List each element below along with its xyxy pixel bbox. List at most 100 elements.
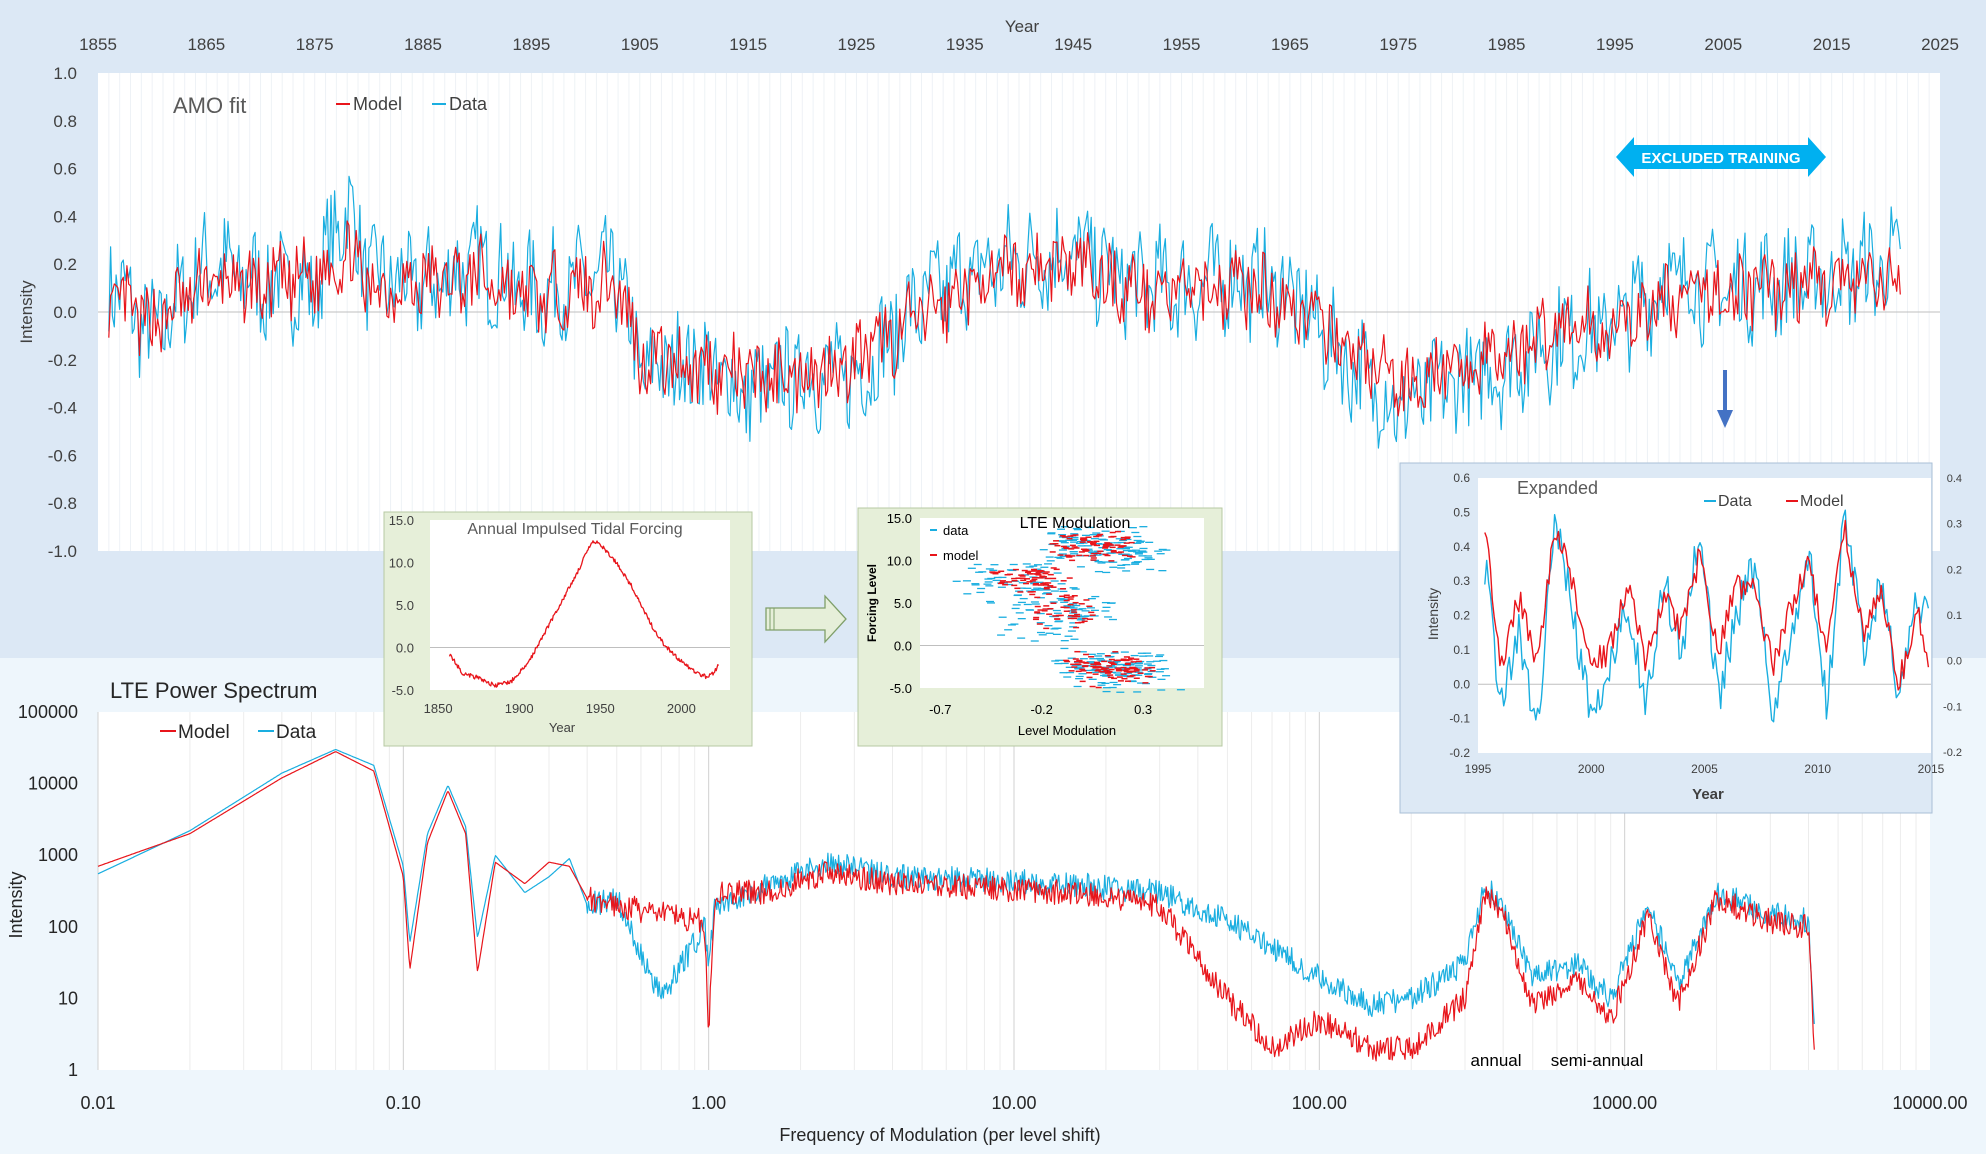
lte-legend: data model xyxy=(930,523,979,563)
amo-y-tick-label: 0.2 xyxy=(53,255,77,274)
forcing-xaxis-label: Year xyxy=(549,720,576,735)
expanded-xaxis-label: Year xyxy=(1692,786,1724,803)
amo-x-tick-label: 2005 xyxy=(1704,35,1742,54)
amo-x-tick-label: 2015 xyxy=(1813,35,1851,54)
excluded-training-arrow xyxy=(1616,137,1826,177)
expanded-legend-data: Data xyxy=(1718,493,1752,510)
amo-x-tick-label: 1885 xyxy=(404,35,442,54)
lte-legend-data: data xyxy=(943,523,969,538)
amo-y-tick-label: -0.8 xyxy=(48,494,77,513)
excluded-training-annotation: EXCLUDED TRAINING xyxy=(1616,137,1826,177)
forcing-x-tick-label: 2000 xyxy=(667,701,696,716)
spectrum-x-tick-label: 10000.00 xyxy=(1892,1093,1967,1113)
forcing-title: Annual Impulsed Tidal Forcing xyxy=(467,521,682,538)
forcing-y-tick-label: 5.0 xyxy=(396,598,414,613)
spectrum-x-tick-label: 0.01 xyxy=(80,1093,115,1113)
amo-x-tick-label: 1945 xyxy=(1054,35,1092,54)
expanded-y2-tick-label: 0.0 xyxy=(1947,656,1962,668)
amo-y-tick-label: -0.6 xyxy=(48,446,77,465)
amo-x-tick-label: 1895 xyxy=(512,35,550,54)
spectrum-x-tick-label: 1000.00 xyxy=(1592,1093,1657,1113)
amo-legend-data: Data xyxy=(449,94,488,114)
amo-model-series xyxy=(108,220,1901,417)
expanded-y2-tick-label: 0.4 xyxy=(1947,473,1962,485)
expanded-x-tick-label: 2005 xyxy=(1691,762,1718,776)
spectrum-x-tick-label: 0.10 xyxy=(386,1093,421,1113)
spectrum-legend-data: Data xyxy=(276,722,317,743)
expanded-inset: 1995 2000 2005 2010 2015 0.6 0.5 0.4 0.3 0.2 0.1 0.… xyxy=(1399,462,1962,814)
expanded-y2-tick-label: 0.3 xyxy=(1947,519,1962,531)
spectrum-y-tick-label: 1 xyxy=(68,1060,78,1080)
expanded-legend-model: Model xyxy=(1800,493,1844,510)
expanded-y-tick-label: 0.6 xyxy=(1453,471,1470,485)
amo-xaxis-label: Year xyxy=(1005,17,1040,36)
expanded-y-tick-label: 0.5 xyxy=(1453,505,1470,519)
down-arrow-icon xyxy=(1717,370,1733,428)
expanded-y-tick-label: 0.4 xyxy=(1453,540,1470,554)
lte-title: LTE Modulation xyxy=(1020,515,1131,532)
amo-legend-model: Model xyxy=(353,94,402,114)
lte-x-tick-label: 0.3 xyxy=(1134,702,1152,717)
spectrum-y-tick-label: 1000 xyxy=(38,845,78,865)
expanded-y-tick-label: -0.2 xyxy=(1449,746,1470,760)
lte-x-tick-label: -0.7 xyxy=(929,702,951,717)
spectrum-y-tick-label: 100 xyxy=(48,917,78,937)
spectrum-xaxis-label: Frequency of Modulation (per level shift… xyxy=(779,1125,1100,1145)
spectrum-x-tick-label: 1.00 xyxy=(691,1093,726,1113)
amo-x-tick-label: 1975 xyxy=(1379,35,1417,54)
lte-y-tick-label: -5.0 xyxy=(890,681,912,696)
lte-y-tick-label: 15.0 xyxy=(887,511,912,526)
amo-y-tick-label: 0.0 xyxy=(53,303,77,322)
expanded-y2-tick-label: 0.1 xyxy=(1947,610,1962,622)
lte-legend-model: model xyxy=(943,548,979,563)
forcing-x-tick-label: 1900 xyxy=(505,701,534,716)
lte-plot-area xyxy=(920,518,1204,688)
amo-y-tick-label: -1.0 xyxy=(48,542,77,561)
semi-annual-label: semi-annual xyxy=(1551,1051,1644,1070)
forcing-series xyxy=(448,540,720,688)
expanded-yaxis-label: Intensity xyxy=(1425,588,1441,640)
expanded-legend: Data Model xyxy=(1704,493,1844,510)
spectrum-yaxis-label: Intensity xyxy=(6,871,26,938)
forcing-x-tick-label: 1850 xyxy=(424,701,453,716)
amo-x-tick-label: 1965 xyxy=(1271,35,1309,54)
expanded-x-tick-label: 2000 xyxy=(1578,762,1605,776)
amo-y-tick-label: -0.2 xyxy=(48,351,77,370)
amo-x-tick-label: 1985 xyxy=(1488,35,1526,54)
lte-yaxis-label: Forcing Level xyxy=(865,564,879,642)
lte-x-tick-label: -0.2 xyxy=(1031,702,1053,717)
expanded-x-tick-label: 2010 xyxy=(1804,762,1831,776)
expanded-chart: 1995 2000 2005 2010 2015 0.6 0.5 0.4 0.3 0.2 0.1 0.… xyxy=(1449,471,1962,776)
forcing-y-tick-label: -5.0 xyxy=(392,683,414,698)
forcing-x-tick-label: 1950 xyxy=(586,701,615,716)
amo-y-tick-label: 0.6 xyxy=(53,160,77,179)
amo-x-tick-label: 1955 xyxy=(1163,35,1201,54)
amo-y-tick-label: 1.0 xyxy=(53,64,77,83)
forcing-y-tick-label: 15.0 xyxy=(389,513,414,528)
expanded-y-tick-label: 0.1 xyxy=(1453,643,1470,657)
lte-modulation-inset: -0.7 -0.2 0.3 15.0 10.0 5.0 0.0 -5.0 LTE Modula… xyxy=(857,507,1223,747)
amo-x-tick-label: 1925 xyxy=(838,35,876,54)
amo-title: AMO fit xyxy=(173,93,246,118)
forcing-y-tick-label: 0.0 xyxy=(396,641,414,656)
amo-x-tick-label: 1915 xyxy=(729,35,767,54)
spectrum-legend: Model Data xyxy=(160,722,317,743)
expanded-y2-tick-label: -0.2 xyxy=(1943,747,1962,759)
amo-legend: Model Data xyxy=(336,94,488,114)
expanded-y-tick-label: -0.1 xyxy=(1449,712,1470,726)
amo-x-tick-label: 1875 xyxy=(296,35,334,54)
amo-x-tick-label: 1995 xyxy=(1596,35,1634,54)
lte-chart: -0.7 -0.2 0.3 15.0 10.0 5.0 0.0 -5.0 xyxy=(887,511,1204,717)
expanded-y-tick-label: 0.2 xyxy=(1453,609,1470,623)
expanded-y2-tick-label: 0.2 xyxy=(1947,564,1962,576)
expanded-title: Expanded xyxy=(1517,478,1598,498)
spectrum-model-series xyxy=(97,751,1815,1062)
forcing-y-tick-label: 10.0 xyxy=(389,556,414,571)
spectrum-y-tick-label: 10 xyxy=(58,988,78,1008)
amo-x-tick-label: 1865 xyxy=(187,35,225,54)
forcing-to-modulation-arrow-icon xyxy=(765,594,847,644)
amo-y-tick-label: 0.8 xyxy=(53,112,77,131)
lte-xaxis-label: Level Modulation xyxy=(1018,723,1116,738)
